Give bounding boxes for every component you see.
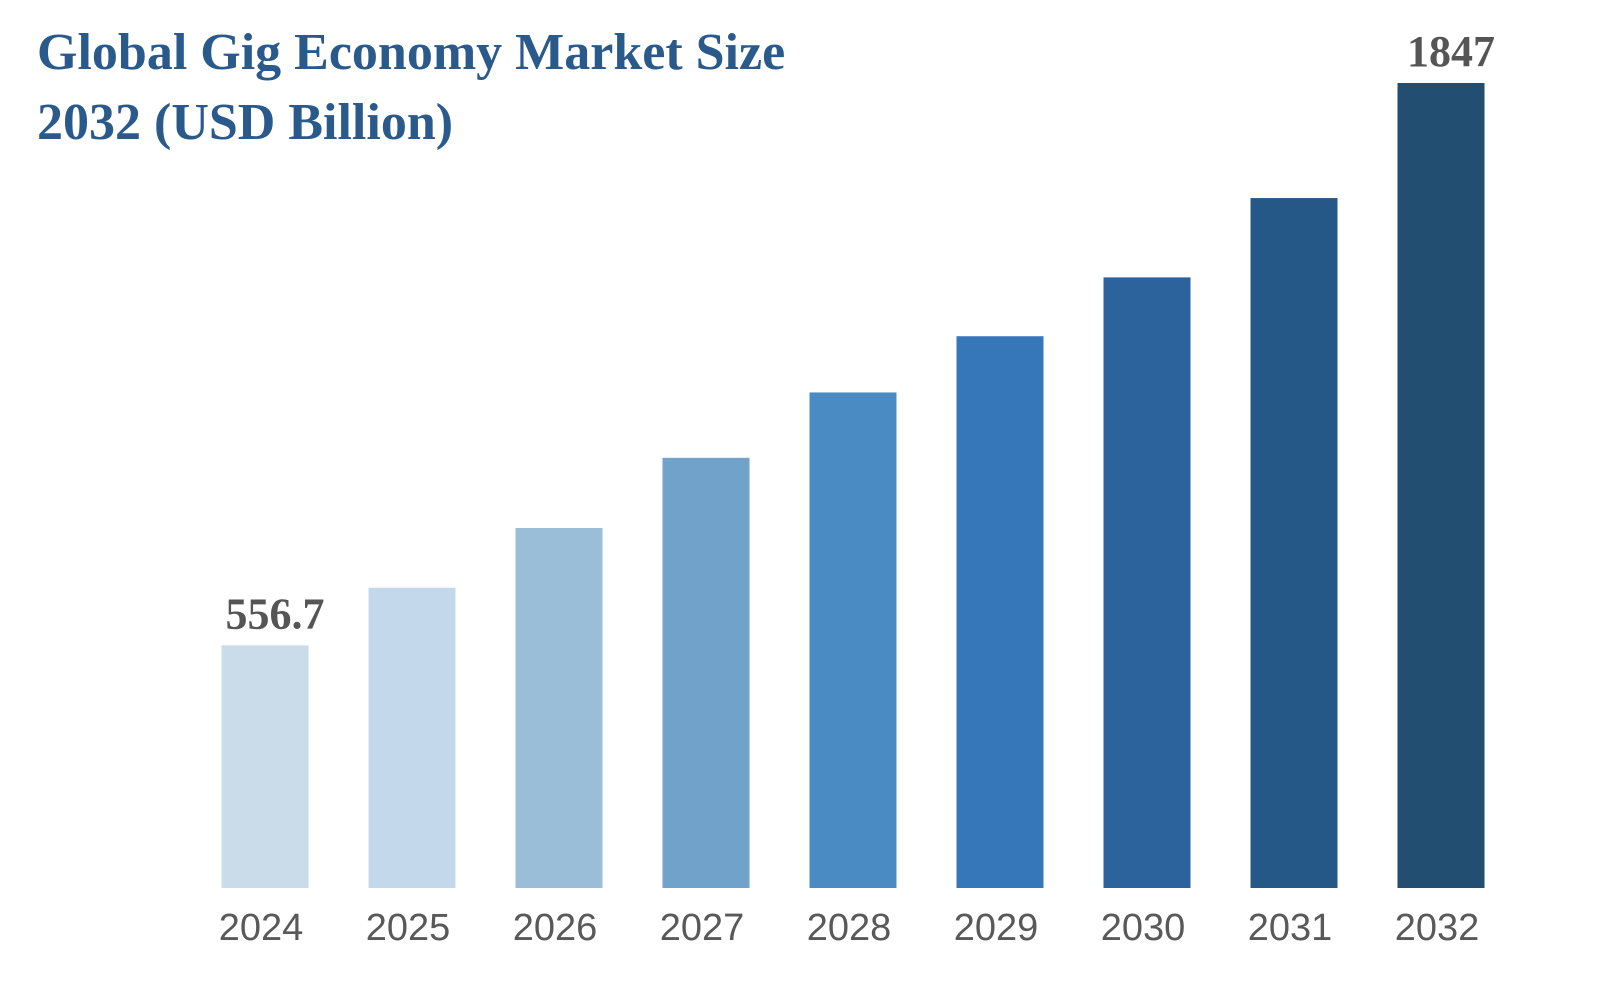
bar-2026 xyxy=(515,527,603,888)
x-tick-label-2027: 2027 xyxy=(660,907,745,949)
bar-2025 xyxy=(368,587,456,888)
x-tick-label-2028: 2028 xyxy=(807,907,892,949)
data-label-2024: 556.7 xyxy=(226,589,325,638)
bar-2027 xyxy=(662,457,750,888)
x-tick-label-2030: 2030 xyxy=(1101,907,1186,949)
x-tick-label-2026: 2026 xyxy=(513,907,598,949)
x-tick-label-2031: 2031 xyxy=(1248,907,1333,949)
bar-2029 xyxy=(956,336,1044,889)
bar-2032 xyxy=(1397,83,1485,888)
data-labels-group: 556.7 1847 xyxy=(226,27,1496,638)
bar-2030 xyxy=(1103,277,1191,888)
chart-title-line-1: Global Gig Economy Market Size xyxy=(37,24,786,81)
x-axis-tick-labels: 2024 2025 2026 2027 2028 2029 2030 2031 2032 xyxy=(219,907,1480,949)
bar-2028 xyxy=(809,392,897,888)
x-tick-label-2025: 2025 xyxy=(366,907,451,949)
x-tick-label-2024: 2024 xyxy=(219,907,304,949)
chart-title: Global Gig Economy Market Size 2032 (USD… xyxy=(37,18,897,158)
bar-2024 xyxy=(221,645,309,888)
x-tick-label-2032: 2032 xyxy=(1395,907,1480,949)
bar-2031 xyxy=(1250,198,1338,888)
data-label-2032: 1847 xyxy=(1407,27,1495,76)
x-tick-label-2029: 2029 xyxy=(954,907,1039,949)
bars-group xyxy=(221,83,1485,889)
chart-title-line-2: 2032 (USD Billion) xyxy=(37,94,454,151)
